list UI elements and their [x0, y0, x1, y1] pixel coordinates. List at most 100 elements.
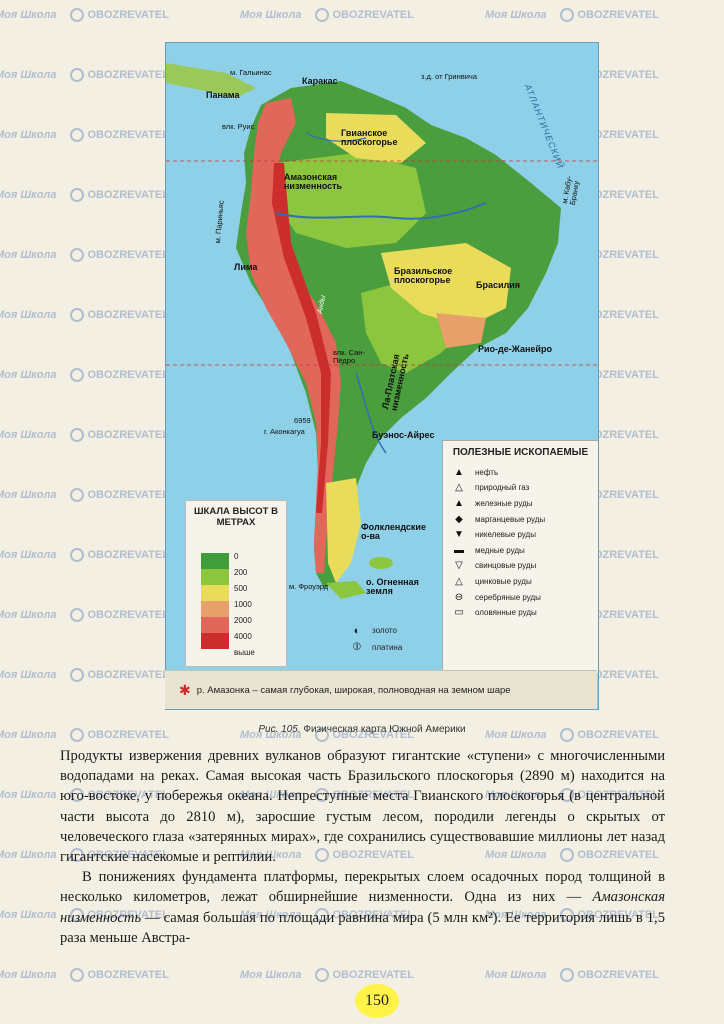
height-scale-legend: ШКАЛА ВЫСОТ В МЕТРАХ 0 200 500 1000 2000 4000…	[185, 500, 287, 667]
map-note-text: р. Амазонка – самая глубокая, широкая, п…	[196, 684, 511, 696]
paragraph-1: Продукты извержения древних вулканов обр…	[60, 748, 665, 866]
label-ruiz: влк. Руис	[222, 122, 255, 131]
label-san-pedro: влк. Сан-Педро	[333, 348, 365, 365]
mineral-item: ▭ оловянные руды	[451, 605, 598, 621]
precious-metals-legend: ◐ золото ⦶ платина	[350, 622, 402, 656]
minerals-legend: ПОЛЕЗНЫЕ ИСКОПАЕМЫЕ ▲ нефть △ природный газ…	[442, 440, 598, 673]
scale-color-bars	[201, 553, 229, 649]
brand-logo-icon	[70, 428, 85, 442]
mineral-item: ▲ нефть	[451, 465, 598, 481]
silver-icon: ⊖	[454, 591, 464, 603]
mineral-label: цинковые руды	[475, 576, 532, 586]
scale-bar	[201, 585, 229, 601]
mineral-item: △ природный газ	[451, 480, 598, 496]
mineral-label: нефть	[475, 467, 499, 477]
label-rio: Рио-де-Жанейро	[478, 344, 552, 354]
paragraph-2-start: В понижениях фундамента платформы, перек…	[60, 869, 665, 906]
amazon-river	[275, 202, 487, 220]
scale-bar	[201, 617, 229, 633]
mineral-item: ◆ марганцевые руды	[451, 511, 598, 527]
tierra-del-fuego	[326, 581, 366, 599]
scale-level-label: выше	[234, 648, 255, 657]
minerals-title: ПОЛЕЗНЫЕ ИСКОПАЕМЫЕ	[452, 447, 589, 458]
label-amazon-lowland: Амазонская низменность	[284, 172, 343, 192]
scale-level-label: 1000	[234, 600, 252, 609]
brand-logo-icon	[560, 8, 575, 22]
mineral-item: △ цинковые руды	[451, 574, 598, 590]
brand-logo-icon	[70, 548, 85, 562]
label-guiana-plateau: Гвианское плоскогорье	[341, 128, 398, 148]
mineral-item: ▬ медные руды	[451, 542, 598, 558]
parana-river	[355, 372, 387, 454]
mineral-label: марганцевые руды	[475, 514, 546, 524]
platinum-icon: ⦶	[353, 641, 361, 653]
manganese-icon: ◆	[455, 513, 463, 525]
label-aconcagua: г. Аконкагуа	[264, 427, 305, 436]
lead-icon: ▽	[455, 560, 463, 572]
scale-title: ШКАЛА ВЫСОТ В МЕТРАХ	[194, 506, 278, 528]
label-brazil-plateau: Бразильское плоскогорье	[394, 266, 453, 286]
label-lima: Лима	[234, 262, 258, 272]
label-falkland: Фолклендские о-ва	[361, 522, 426, 542]
label-buenos-aires: Буэнос-Айрес	[372, 430, 435, 440]
scale-bar	[201, 569, 229, 585]
brand-logo-icon	[70, 188, 85, 202]
label-aconcagua-height: 6959	[294, 416, 311, 425]
brand-logo-icon	[70, 608, 85, 622]
scale-bar	[201, 633, 229, 649]
scale-level-label: 0	[234, 552, 239, 561]
brand-logo-icon	[70, 368, 85, 382]
mineral-label: железные руды	[475, 498, 533, 508]
brand-logo-icon	[70, 308, 85, 322]
mineral-label: серебряные руды	[475, 592, 541, 602]
mineral-item: ▼ никелевые руды	[451, 527, 598, 543]
label-brasilia: Брасилия	[476, 280, 521, 290]
precious-label: золото	[372, 626, 397, 635]
brand-logo-icon	[70, 968, 85, 982]
mineral-label: свинцовые руды	[475, 561, 537, 571]
brand-logo-icon	[560, 968, 575, 982]
tin-icon: ▭	[454, 607, 464, 619]
scale-labels: 0 200 500 1000 2000 4000 выше	[234, 549, 255, 661]
brand-logo-icon	[70, 8, 85, 22]
map-note: ✱ р. Амазонка – самая глубокая, широкая,…	[165, 670, 597, 709]
gas-icon: △	[455, 482, 463, 494]
star-icon: ✱	[179, 681, 191, 698]
zinc-icon: △	[455, 575, 463, 587]
brand-logo-icon	[70, 488, 85, 502]
brand-logo-icon	[70, 248, 85, 262]
brand-logo-icon	[70, 68, 85, 82]
brand-logo-icon	[315, 968, 330, 982]
copper-icon: ▬	[454, 544, 464, 556]
brand-logo-icon	[315, 8, 330, 22]
label-caracas: Каракас	[302, 76, 338, 86]
oil-icon: ▲	[454, 466, 464, 478]
mineral-item: ⊖ серебряные руды	[451, 589, 598, 605]
andes-range	[246, 98, 341, 573]
mineral-label: медные руды	[475, 545, 525, 555]
scale-bar	[201, 601, 229, 617]
body-text: Продукты извержения древних вулканов обр…	[60, 746, 665, 948]
precious-label: платина	[372, 643, 403, 652]
scale-bar	[201, 553, 229, 569]
label-tierra: о. Огненная земля	[366, 577, 419, 597]
brand-logo-icon	[70, 668, 85, 682]
precious-item: ⦶ платина	[350, 639, 402, 656]
precious-item: ◐ золото	[350, 622, 402, 639]
paragraph-2-term: Амазонская низменность	[60, 889, 665, 926]
label-greenwich: з.д. от Гринвича	[421, 72, 477, 81]
